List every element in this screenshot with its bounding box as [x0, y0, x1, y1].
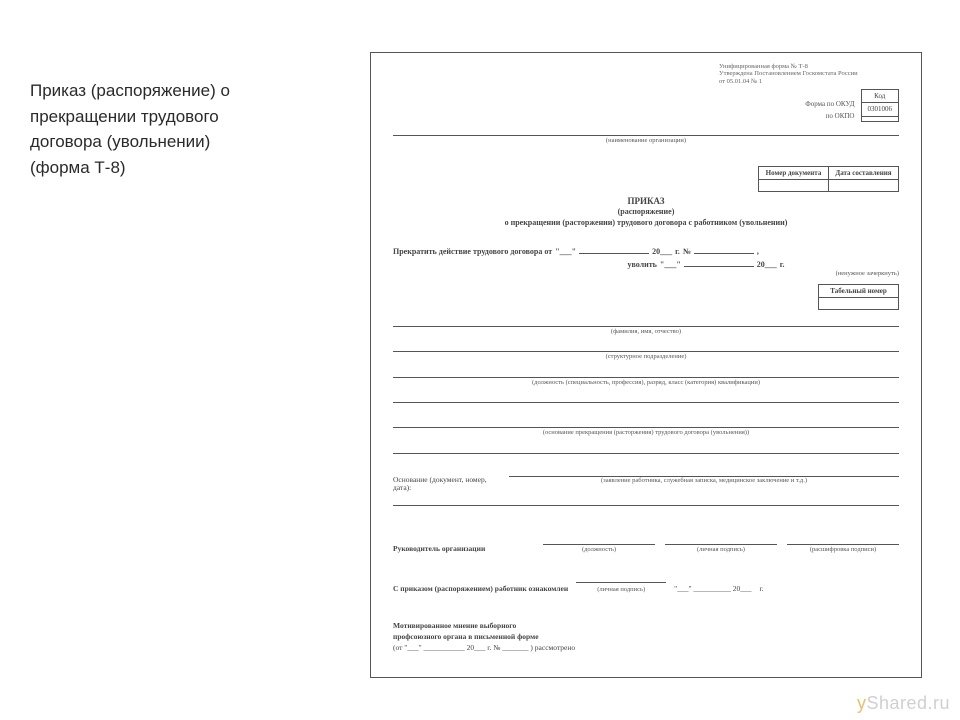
- numdate-h1: Номер документа: [759, 167, 829, 180]
- hdr-l1: Унифицированная форма № Т-8: [719, 63, 899, 70]
- caption-l1: Приказ (распоряжение) о: [30, 81, 230, 100]
- ack-row: С приказом (распоряжением) работник озна…: [393, 574, 899, 594]
- org-line: (наименование организации): [393, 128, 899, 144]
- tabnum-table: Табельный номер: [818, 284, 899, 310]
- watermark-m: y: [857, 693, 867, 713]
- basis-line-2: [393, 497, 899, 506]
- ground-field: (основание прекращения (расторжения) тру…: [393, 419, 899, 436]
- code-table: Код 0301006: [861, 89, 900, 121]
- motiv-block: Мотивированное мнение выборного профсоюз…: [393, 620, 899, 654]
- doc-title: ПРИКАЗ: [393, 196, 899, 206]
- okpo-cell: [861, 116, 899, 121]
- numdate-h2: Дата составления: [829, 167, 899, 180]
- doc-subtitle: (распоряжение): [393, 207, 899, 216]
- form-document: Унифицированная форма № Т-8 Утверждена П…: [370, 52, 922, 678]
- form-header: Унифицированная форма № Т-8 Утверждена П…: [719, 63, 899, 85]
- code-labels: Форма по ОКУД по ОКПО: [805, 89, 854, 121]
- okud-cell: 0301006: [861, 103, 899, 116]
- hdr-l2: Утверждена Постановлением Госкомстата Ро…: [719, 70, 899, 77]
- caption-l3: договора (увольнении): [30, 132, 210, 151]
- basis-row: Основание (документ, номер, дата): (заяв…: [393, 476, 899, 493]
- lbl-okud: Форма по ОКУД: [805, 99, 854, 110]
- org-under: (наименование организации): [393, 137, 899, 144]
- action-line: Прекратить действие трудового договора о…: [393, 245, 899, 256]
- hdr-l3: от 05.01.04 № 1: [719, 78, 899, 85]
- watermark: yShared.ru: [857, 693, 950, 714]
- code-hdr: Код: [861, 90, 899, 103]
- watermark-rest: Shared.ru: [866, 693, 950, 713]
- ground-field-2: [393, 445, 899, 454]
- caption-l4: (форма Т-8): [30, 158, 126, 177]
- post-field-2: [393, 394, 899, 403]
- head-sign-row: Руководитель организации (должность) (ли…: [393, 536, 899, 553]
- fio-field: (фамилия, имя, отчество): [393, 318, 899, 335]
- strike-note: (ненужное зачеркнуть): [393, 270, 899, 277]
- caption-l2: прекращении трудового: [30, 107, 219, 126]
- numdate-table: Номер документа Дата составления: [758, 166, 899, 192]
- dept-field: (структурное подразделение): [393, 343, 899, 360]
- post-field: (должность (специальность, профессия), р…: [393, 369, 899, 386]
- doc-longtitle: о прекращении (расторжении) трудового до…: [393, 218, 899, 227]
- slide-caption: Приказ (распоряжение) о прекращении труд…: [30, 78, 290, 180]
- lbl-okpo: по ОКПО: [805, 111, 854, 122]
- tabnum-h: Табельный номер: [819, 284, 899, 297]
